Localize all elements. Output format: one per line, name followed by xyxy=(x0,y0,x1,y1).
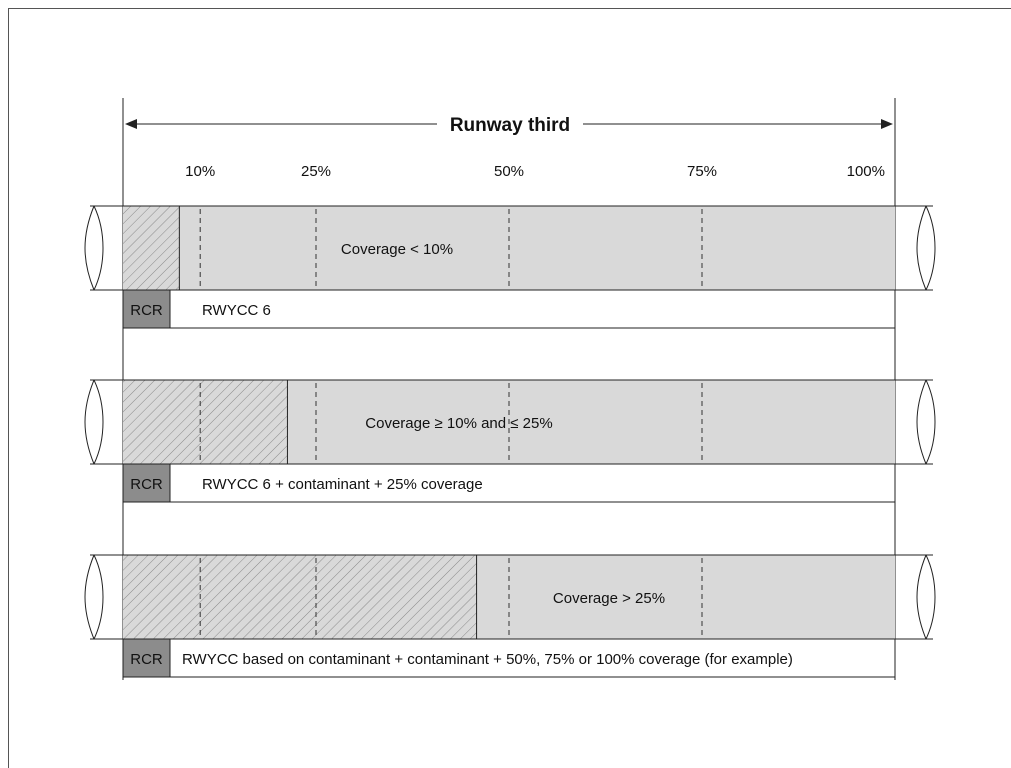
rcr-label: RCR xyxy=(130,302,163,319)
rcr-description: RWYCC 6 + contaminant + 25% coverage xyxy=(202,476,483,493)
rcr-box xyxy=(122,638,171,678)
rcr-description: RWYCC 6 xyxy=(202,302,271,319)
coverage-label: Coverage > 25% xyxy=(553,590,665,607)
rcr-description: RWYCC based on contaminant + contaminant… xyxy=(182,651,793,668)
break-symbol-right-icon xyxy=(916,205,936,291)
coverage-rows: Coverage < 10% RCR RWYCC 6 Coverage ≥ 10% a… xyxy=(84,205,936,678)
rcr-bar xyxy=(122,463,896,503)
rcr-label: RCR xyxy=(130,476,163,493)
page-frame xyxy=(8,8,1011,768)
rcr-bar xyxy=(122,638,896,678)
contaminated-area xyxy=(123,555,477,639)
coverage-row-1: Coverage < 10% RCR RWYCC 6 xyxy=(84,205,936,329)
tick-label-100: 100% xyxy=(847,163,885,180)
arrowhead-left-icon xyxy=(125,119,137,129)
rcr-label: RCR xyxy=(130,651,163,668)
tick-label-50: 50% xyxy=(494,163,524,180)
break-symbol-right-icon xyxy=(916,554,936,640)
contaminated-area xyxy=(123,206,180,290)
rcr-box xyxy=(122,289,171,329)
coverage-label: Coverage < 10% xyxy=(341,241,453,258)
arrowhead-right-icon xyxy=(881,119,893,129)
coverage-row-3: Coverage > 25% RCR RWYCC based on contamin… xyxy=(84,554,936,678)
break-symbol-left-icon xyxy=(84,554,104,640)
tick-label-10: 10% xyxy=(185,163,215,180)
coverage-label: Coverage ≥ 10% and ≤ 25% xyxy=(365,415,552,432)
percent-ticks: 10% 25% 50% 75% 100% xyxy=(185,163,885,180)
rcr-bar xyxy=(122,289,896,329)
tick-label-25: 25% xyxy=(301,163,331,180)
break-symbol-left-icon xyxy=(84,205,104,291)
tick-label-75: 75% xyxy=(687,163,717,180)
contaminated-area xyxy=(123,380,288,464)
coverage-row-2: Coverage ≥ 10% and ≤ 25% RCR RWYCC 6 + con… xyxy=(84,379,936,503)
break-symbol-right-icon xyxy=(916,379,936,465)
runway-third-title: Runway third xyxy=(450,115,570,136)
rcr-box xyxy=(122,463,171,503)
break-symbol-left-icon xyxy=(84,379,104,465)
